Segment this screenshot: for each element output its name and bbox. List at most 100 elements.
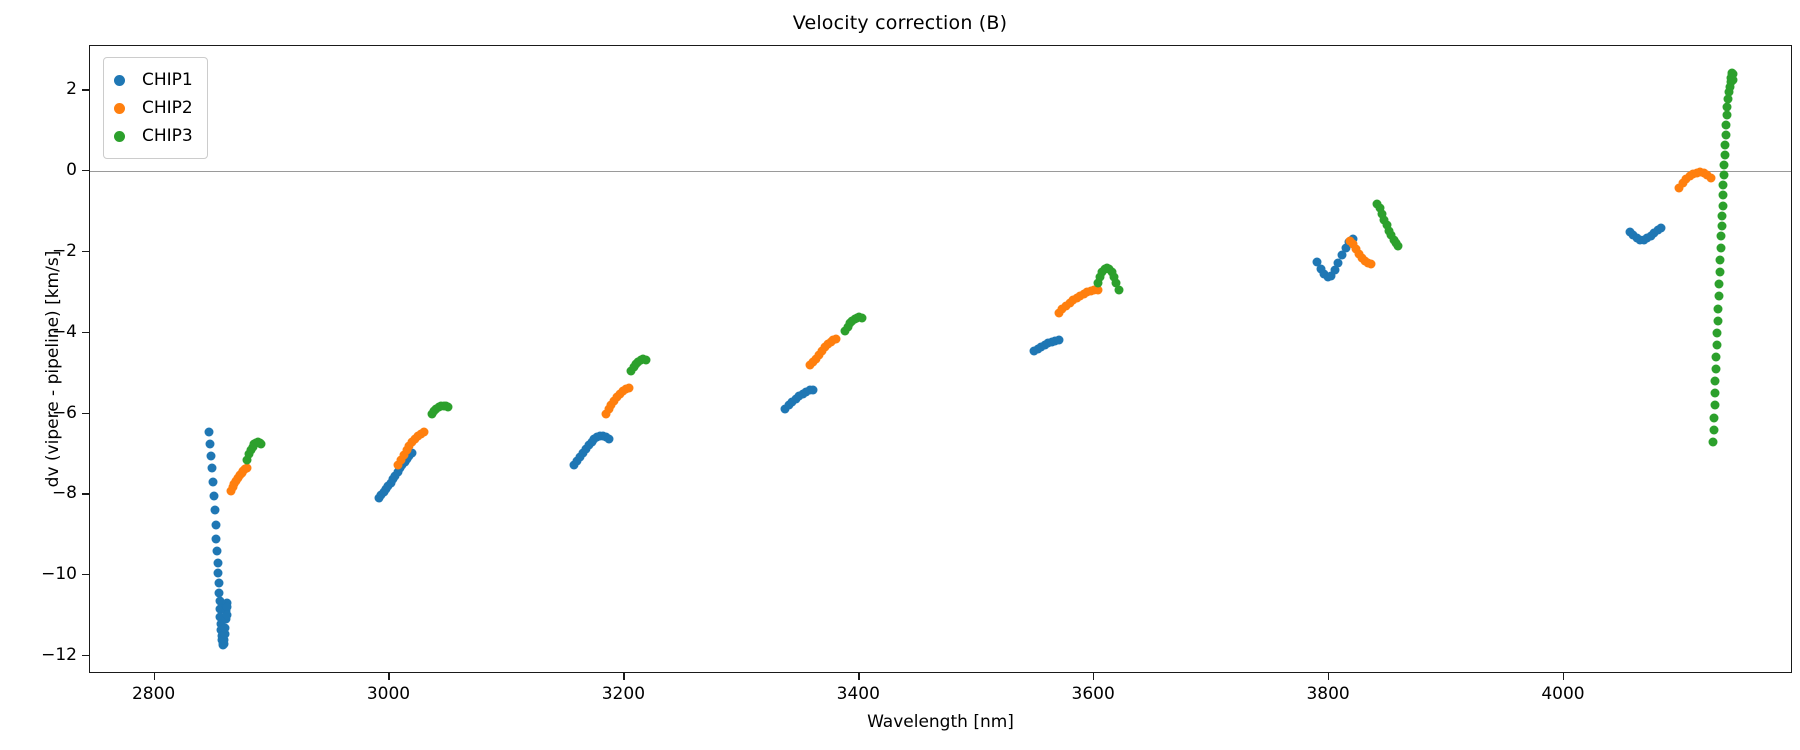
y-axis-label: dv (vipere - pipeline) [km/s] [43,250,63,488]
x-axis-tick-label: 3800 [1306,684,1350,704]
data-point [1114,285,1124,295]
data-point [212,546,222,556]
data-point [1337,250,1347,260]
data-point [857,313,867,323]
data-point [1111,278,1121,288]
data-point [215,612,225,622]
data-point [216,619,226,629]
data-point [808,385,818,395]
plot-axes [89,45,1792,673]
data-point [219,635,229,645]
data-point [213,558,223,568]
legend-marker-icon [114,102,125,114]
data-point [1107,267,1117,277]
data-point [1379,215,1389,225]
data-point [1715,255,1725,265]
data-point [213,568,223,578]
legend-item-label: CHIP1 [142,70,193,90]
data-point [1718,190,1728,200]
data-point [1717,221,1727,231]
data-point [1721,120,1731,130]
data-point [1710,400,1720,410]
data-point [1712,328,1722,338]
legend-item-chip1[interactable]: CHIP1 [114,66,193,94]
y-axis-tick [82,250,89,253]
data-point [1393,241,1403,251]
data-point [1718,180,1728,190]
y-axis-tick [82,89,89,91]
x-axis-tick [1093,673,1095,680]
data-point [575,452,585,462]
data-point [1372,199,1382,208]
data-point [1711,352,1721,362]
data-point [396,455,406,465]
data-point [215,596,225,606]
y-axis-tick [82,493,89,495]
x-axis-tick [388,673,390,680]
data-point [215,604,225,614]
y-axis-tick-label: −6 [51,402,77,423]
legend-item-label: CHIP3 [142,126,193,146]
legend-item-chip2[interactable]: CHIP2 [114,94,193,122]
data-point [1717,211,1727,221]
data-point [214,578,224,588]
y-axis-tick-label: −4 [51,321,77,342]
y-axis-tick [82,170,89,172]
data-point [1722,102,1732,112]
data-point [211,520,221,530]
data-point [1674,183,1684,193]
zero-reference-line [90,171,1791,173]
data-point [1723,94,1733,103]
x-axis-tick [153,673,155,680]
data-point [1709,425,1719,435]
y-axis-tick-label: −12 [41,644,77,665]
data-point [1710,376,1720,386]
data-point [1715,267,1725,277]
data-point [1718,201,1728,211]
data-point [1719,160,1729,170]
y-axis-tick [82,574,89,576]
data-point [419,427,429,437]
data-point [220,629,230,639]
y-axis-tick-label: −10 [41,564,77,585]
legend-item-label: CHIP2 [142,98,193,118]
data-point [211,534,221,544]
data-point [1054,335,1064,345]
data-point [831,334,841,344]
data-point [220,623,230,633]
data-point [1386,230,1396,240]
data-point [1724,87,1734,97]
data-point [1095,272,1105,282]
y-axis-tick-label: −8 [51,483,77,504]
data-point [443,402,453,412]
data-point [1720,150,1730,160]
data-point [1709,413,1719,423]
data-point [604,434,614,444]
data-point [1375,203,1385,213]
data-point [1341,243,1351,253]
data-point [1711,364,1721,374]
chart-legend: CHIP1 CHIP2 CHIP3 [103,57,208,159]
data-point [205,439,215,449]
legend-item-chip3[interactable]: CHIP3 [114,122,193,150]
x-axis-tick-label: 3200 [601,684,646,704]
data-point [1366,259,1376,269]
data-point [1093,278,1103,288]
data-point [1109,272,1119,282]
data-point [1706,173,1716,183]
data-points-layer [90,46,1791,672]
y-axis-tick-label: −2 [51,240,77,261]
y-axis-tick [82,412,89,414]
data-point [1719,170,1729,180]
x-axis-tick [1562,673,1565,680]
plot-clip-region [90,46,1791,672]
data-point [1713,316,1723,326]
data-point [1348,239,1358,249]
data-point [1326,271,1336,281]
data-point [624,383,634,393]
data-point [1678,178,1688,188]
data-point [1725,82,1735,92]
data-point [210,505,220,515]
data-point [256,439,266,449]
